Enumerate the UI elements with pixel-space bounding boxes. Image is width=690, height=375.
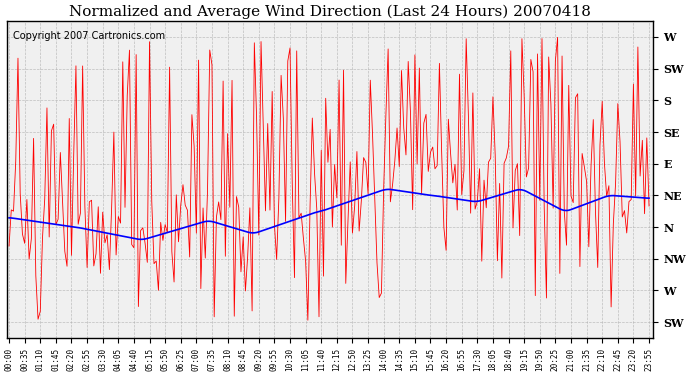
Text: Copyright 2007 Cartronics.com: Copyright 2007 Cartronics.com [13,31,166,40]
Title: Normalized and Average Wind Direction (Last 24 Hours) 20070418: Normalized and Average Wind Direction (L… [69,4,591,18]
